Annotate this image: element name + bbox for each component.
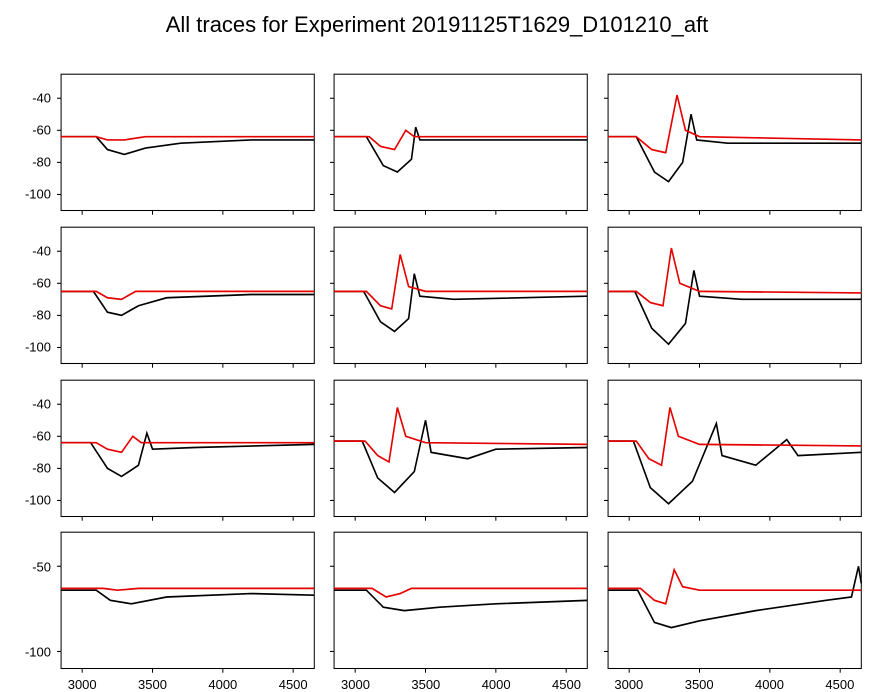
axis-box [608,380,861,516]
ytick-label: -60 [32,276,51,291]
trace-black [608,114,861,181]
trace-black [61,591,314,605]
ytick-label: -40 [32,396,51,411]
subplot-r0-c1 [328,70,591,217]
axis-box [608,74,861,210]
subplot-r3-c1: 3000350040004500 [328,528,591,675]
xtick-label: 3500 [138,677,167,692]
trace-red [608,407,861,465]
axis-box [61,533,314,669]
trace-black [608,423,861,503]
xtick-label: 4000 [482,677,511,692]
subplot-r2-c0: -40-60-80-100 [55,376,318,523]
trace-red [334,254,587,309]
axis-box [334,227,587,363]
trace-black [334,274,587,332]
ytick-label: -100 [25,187,51,202]
xtick-label: 3500 [685,677,714,692]
figure-title: All traces for Experiment 20191125T1629_… [0,12,874,38]
xtick-label: 4500 [825,677,854,692]
trace-red [61,291,314,299]
subplot-r1-c1 [328,223,591,370]
ytick-label: -80 [32,308,51,323]
subplot-r2-c1 [328,376,591,523]
xtick-label: 3500 [411,677,440,692]
subplot-r1-c2 [602,223,865,370]
xtick-label: 3000 [68,677,97,692]
ytick-label: -100 [25,644,51,659]
trace-red [608,248,861,306]
figure-container: All traces for Experiment 20191125T1629_… [0,0,874,656]
trace-black [334,420,587,492]
subplot-r2-c2 [602,376,865,523]
ytick-label: -100 [25,340,51,355]
trace-red [608,570,861,604]
xtick-label: 4000 [755,677,784,692]
ytick-label: -100 [25,493,51,508]
ytick-label: -80 [32,155,51,170]
trace-black [61,137,314,155]
trace-red [61,436,314,452]
trace-red [608,95,861,153]
subplot-r3-c0: -50-1003000350040004500 [55,528,318,675]
xtick-label: 4500 [552,677,581,692]
trace-black [608,567,861,628]
xtick-label: 3000 [341,677,370,692]
ytick-label: -40 [32,91,51,106]
axis-box [334,74,587,210]
ytick-label: -80 [32,460,51,475]
subplot-grid: -40-60-80-100-40-60-80-100-40-60-80-100-… [55,70,865,650]
xtick-label: 3000 [614,677,643,692]
subplot-r3-c2: 3000350040004500 [602,528,865,675]
xtick-label: 4000 [208,677,237,692]
ytick-label: -40 [32,244,51,259]
ytick-label: -50 [32,559,51,574]
trace-red [61,589,314,591]
axis-box [608,227,861,363]
trace-black [61,433,314,476]
ytick-label: -60 [32,428,51,443]
subplot-r0-c0: -40-60-80-100 [55,70,318,217]
trace-red [334,407,587,462]
subplot-r1-c0: -40-60-80-100 [55,223,318,370]
axis-box [334,533,587,669]
ytick-label: -60 [32,123,51,138]
trace-black [608,270,861,344]
trace-black [334,127,587,172]
subplot-r0-c2 [602,70,865,217]
xtick-label: 4500 [279,677,308,692]
trace-black [61,291,314,315]
trace-black [334,591,587,611]
